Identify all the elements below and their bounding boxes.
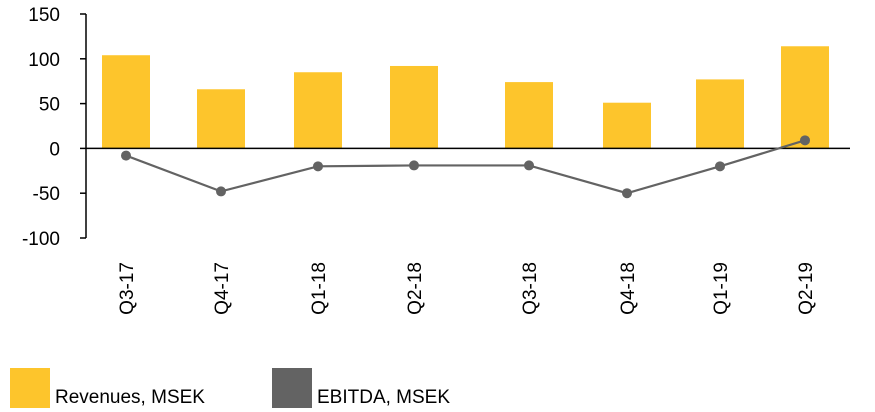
revenue-bar-q3-18 [505,82,553,149]
ebitda-point-q3-17 [121,150,131,161]
legend-swatch-revenues [10,368,50,408]
y-tick-label: 50 [39,95,60,116]
legend-label-ebitda: EBITDA, MSEK [317,387,451,408]
legend-revenues: Revenues, MSEK [10,368,205,408]
y-axis-ticks: 150 100 50 0 -50 -100 [22,5,86,250]
revenue-bar-q3-17 [102,55,150,149]
revenue-bar-q4-17 [197,89,245,149]
ebitda-point-q1-18 [313,161,323,172]
legend-label-revenues: Revenues, MSEK [55,387,205,408]
ebitda-line [125,139,806,195]
ebitda-point-q3-18 [524,160,534,171]
revenue-bar-q4-18 [603,102,651,149]
y-tick-label: -100 [22,229,60,250]
ebitda-point-q2-19 [800,135,810,146]
revenue-bars [102,46,829,149]
x-tick-label-q1-19: Q1-19 [711,262,732,315]
revenue-bar-q2-18 [390,65,438,149]
x-tick-label-q3-17: Q3-17 [117,262,138,315]
ebitda-point-q4-18 [622,188,632,199]
x-axis-ticks: Q3-17 Q4-17 Q1-18 Q2-18 Q3-18 Q4-18 Q1-19 Q2-19 [117,262,817,315]
x-tick-label-q2-18: Q2-18 [405,262,426,315]
y-tick-label: -50 [33,184,60,205]
x-tick-label-q4-18: Q4-18 [618,262,639,315]
revenue-bar-q1-19 [696,79,744,149]
axes [85,14,850,238]
legend-ebitda: EBITDA, MSEK [272,368,450,408]
ebitda-point-q4-17 [216,186,226,197]
legend-swatch-ebitda [272,368,312,408]
ebitda-point-q1-19 [715,161,725,172]
x-tick-label-q1-18: Q1-18 [309,262,330,315]
x-tick-label-q2-19: Q2-19 [796,262,817,315]
y-tick-label: 0 [49,139,60,160]
ebitda-line-series [121,135,810,199]
y-tick-label: 150 [28,5,60,26]
revenue-bar-q1-18 [294,72,342,149]
ebitda-point-q2-18 [409,160,419,171]
x-tick-label-q3-18: Q3-18 [520,262,541,315]
revenue-bar-q2-19 [781,46,829,149]
y-tick-label: 100 [28,50,60,71]
x-tick-label-q4-17: Q4-17 [212,262,233,315]
